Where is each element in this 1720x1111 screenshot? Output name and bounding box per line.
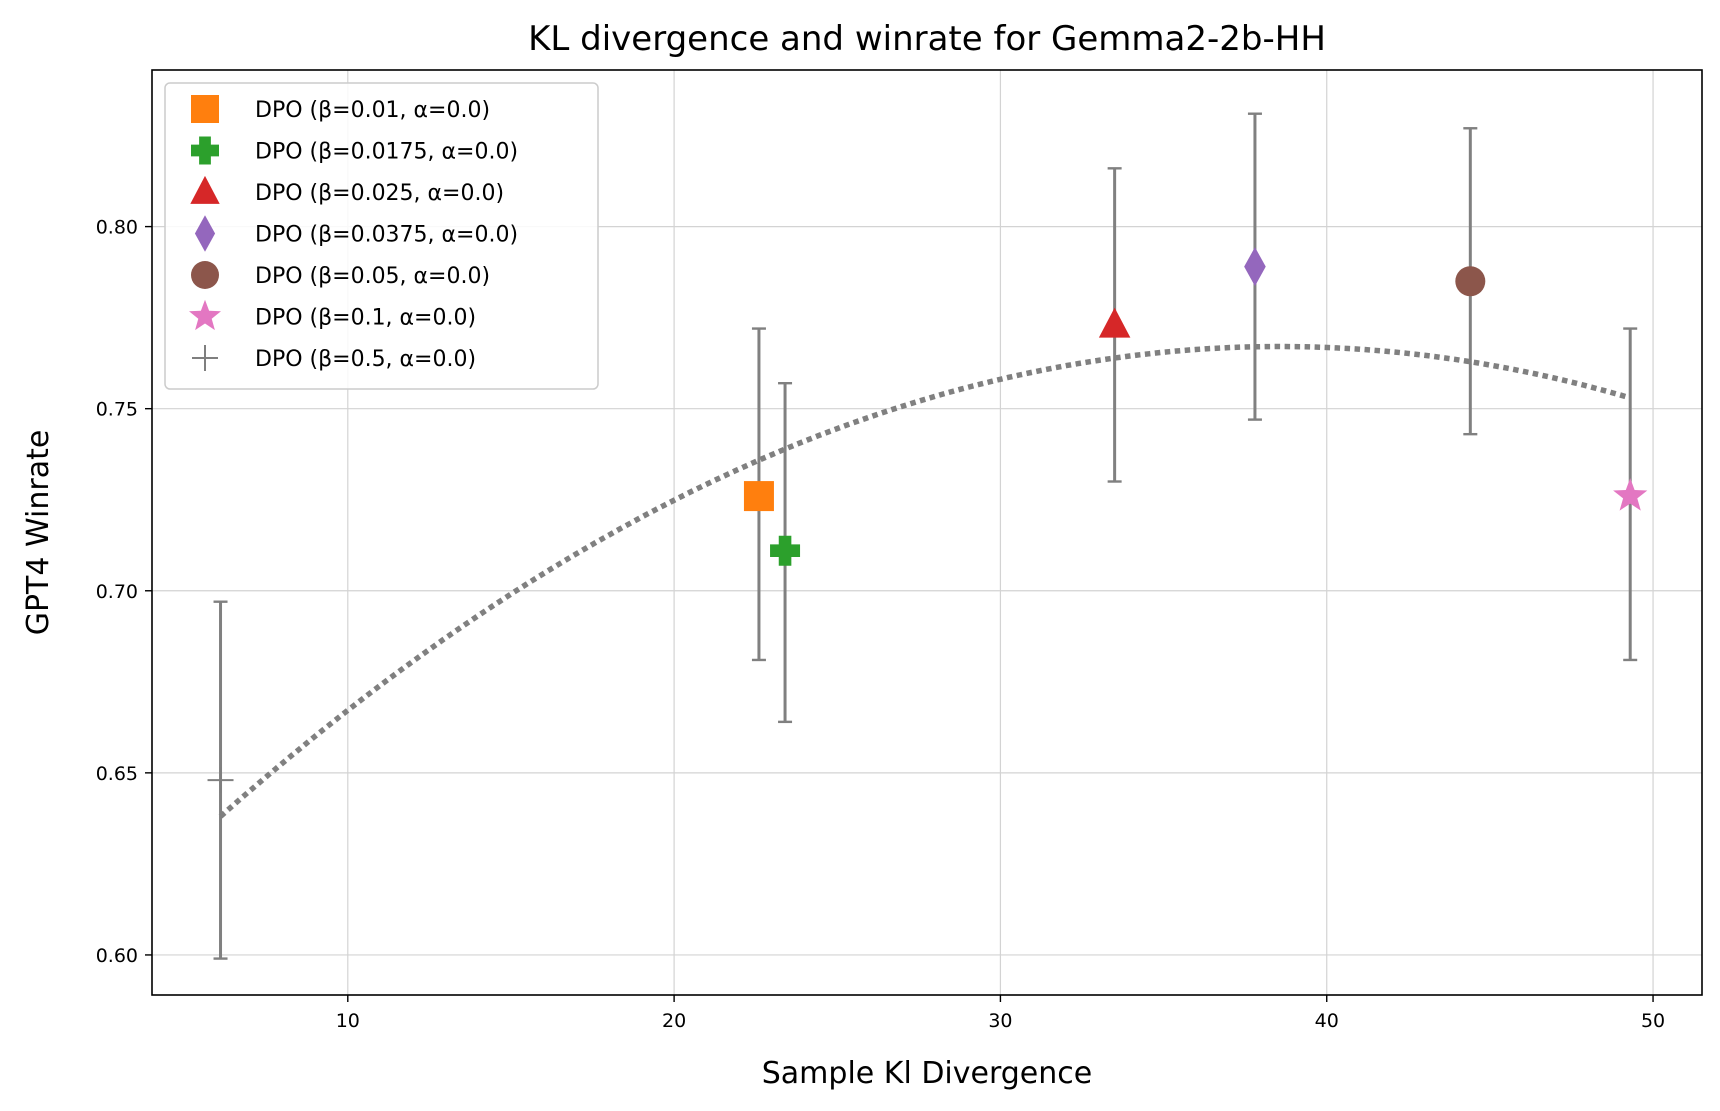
x-tick-label: 50 [1641, 1010, 1665, 1032]
data-point-plus [770, 535, 801, 566]
x-tick-label: 10 [336, 1010, 360, 1032]
legend-marker-square [191, 95, 219, 123]
y-tick-label: 0.65 [96, 763, 138, 785]
y-tick-label: 0.80 [96, 217, 138, 239]
legend-label: DPO (β=0.0175, α=0.0) [255, 140, 518, 165]
legend-box [164, 82, 599, 390]
legend-label: DPO (β=0.01, α=0.0) [255, 98, 490, 123]
y-axis-ticks: 0.60 0.65 0.70 0.75 0.80 [96, 217, 152, 967]
data-point-thin-plus [207, 767, 234, 794]
legend-marker-triangle [190, 175, 220, 204]
legend-marker-diamond [194, 215, 216, 252]
trend-curve-layer [218, 343, 1631, 819]
legend-label: DPO (β=0.5, α=0.0) [255, 347, 476, 372]
data-point-circle [1455, 266, 1486, 297]
legend-label: DPO (β=0.0375, α=0.0) [255, 223, 518, 248]
data-point-diamond [1244, 247, 1266, 287]
y-tick-label: 0.75 [96, 399, 138, 421]
x-axis-label: Sample Kl Divergence [762, 1056, 1092, 1091]
x-tick-label: 40 [1315, 1010, 1339, 1032]
data-point-triangle [1098, 307, 1131, 338]
y-axis-label: GPT4 Winrate [21, 430, 56, 636]
x-tick-label: 30 [988, 1010, 1012, 1032]
legend-marker-star [189, 299, 221, 331]
legend-marker-thin-plus [192, 345, 218, 371]
legend-label: DPO (β=0.05, α=0.0) [255, 264, 490, 289]
legend: DPO (β=0.01, α=0.0) DPO (β=0.0175, α=0.0)… [164, 82, 599, 390]
data-point-star [1613, 478, 1648, 511]
chart-title: KL divergence and winrate for Gemma2-2b-… [528, 19, 1326, 59]
grid [152, 70, 1702, 995]
legend-label: DPO (β=0.025, α=0.0) [255, 181, 504, 206]
marker-layer [207, 247, 1648, 794]
trend-curve [218, 343, 1631, 819]
legend-marker-plus [191, 136, 219, 165]
plot-frame [151, 69, 1703, 996]
legend-label: DPO (β=0.1, α=0.0) [255, 306, 476, 331]
x-axis-ticks: 10 20 30 40 50 [336, 995, 1665, 1032]
x-tick-label: 20 [662, 1010, 686, 1032]
legend-marker-circle [191, 261, 219, 289]
y-tick-label: 0.60 [96, 945, 138, 967]
data-point-square [743, 481, 774, 512]
y-tick-label: 0.70 [96, 581, 138, 603]
